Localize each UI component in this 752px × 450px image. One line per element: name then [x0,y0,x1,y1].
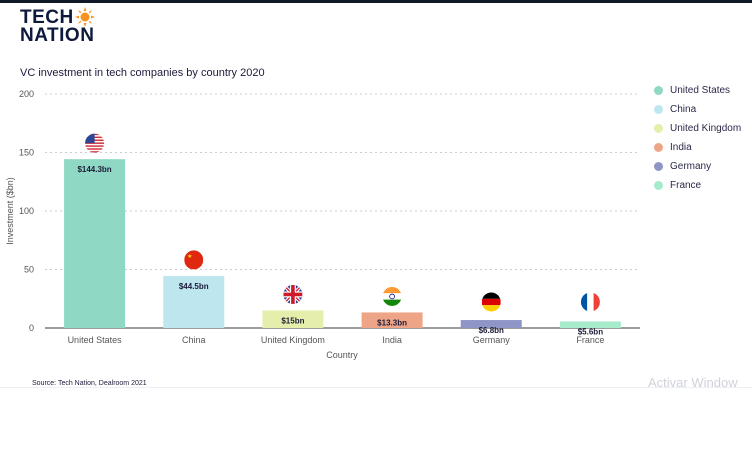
legend-item: United Kingdom [654,119,741,138]
x-tick-label: United Kingdom [261,335,325,345]
top-bar [0,0,752,3]
data-label: $15bn [281,316,304,325]
france-flag-icon [580,292,600,312]
bar [361,312,423,328]
sun-icon [74,7,95,27]
legend-label: United Kingdom [670,123,742,134]
legend-swatch [654,143,663,152]
y-tick-label: 150 [19,148,34,158]
data-label: $13.3bn [377,318,407,327]
data-label: $6.8bn [479,326,504,335]
bar [64,159,126,328]
x-tick-label: France [576,335,604,345]
germany-flag-icon [481,292,501,312]
y-tick-label: 100 [19,206,34,216]
uk-flag-icon [283,284,303,304]
bar [262,310,324,328]
bar [163,275,225,328]
india-flag-icon [382,286,402,306]
y-tick-label: 200 [19,89,34,99]
activation-watermark: Activar Window [648,375,738,390]
x-tick-label: India [382,335,402,345]
tech-nation-logo: TECH NATION [20,7,95,46]
chart-title: VC investment in tech companies by count… [20,67,265,79]
data-label: $44.5bn [179,282,209,291]
bar [559,321,621,328]
x-tick-label: United States [68,335,123,345]
y-axis-title: Investment ($bn) [5,177,15,245]
legend-label: Germany [670,161,712,172]
bar-chart: 0 50 100 150 200 $144.3bn United States $44.5b… [5,89,640,360]
legend-swatch [654,181,663,190]
legend-item: United States [654,81,741,100]
y-tick-label: 0 [29,323,34,333]
page-edge [0,387,752,388]
x-tick-label: China [182,335,206,345]
x-tick-label: Germany [473,335,511,345]
data-label: $144.3bn [77,165,111,174]
logo-line1: TECH [20,7,74,28]
legend-swatch [654,162,663,171]
legend-label: France [670,180,702,191]
source-note: Source: Tech Nation, Dealroom 2021 [32,380,147,387]
legend-item: Germany [654,157,741,176]
legend-swatch [654,105,663,114]
legend-label: United States [670,85,731,96]
logo-line2: NATION [20,25,95,46]
y-tick-label: 50 [24,265,34,275]
legend-label: India [670,142,692,153]
data-label: $5.6bn [578,327,603,336]
legend-item: China [654,100,741,119]
legend: United States China United Kingdom India Ger… [654,81,741,195]
legend-item: France [654,176,741,195]
x-axis-title: Country [326,350,358,360]
china-flag-icon [184,250,204,270]
bar [460,320,522,328]
legend-item: India [654,138,741,157]
us-flag-icon [85,133,105,153]
legend-swatch [654,86,663,95]
legend-label: China [670,104,697,115]
legend-swatch [654,124,663,133]
